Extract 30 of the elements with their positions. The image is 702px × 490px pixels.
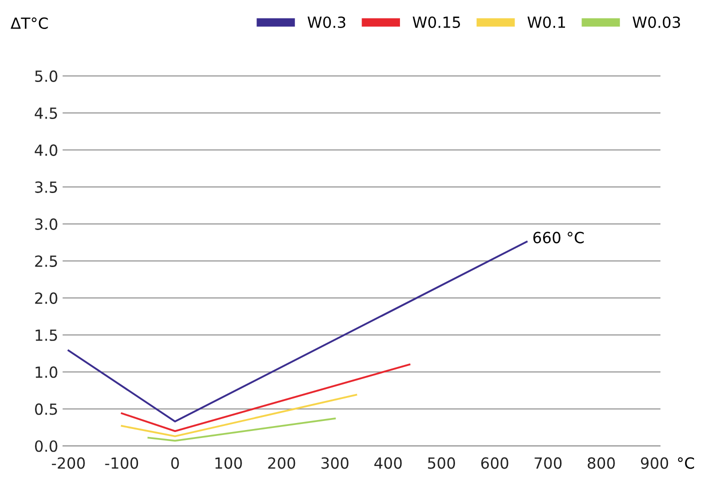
y-tick-label: 0.0 [35, 440, 58, 452]
x-tick-label: 800 [588, 457, 615, 469]
x-tick-label: 900 [640, 457, 668, 469]
y-tick-label: 1.0 [36, 366, 58, 378]
x-tick-label: 500 [428, 457, 456, 469]
y-tick-label: 4.5 [34, 108, 57, 119]
y-axis-title: ΔT°C [10, 17, 48, 29]
legend-label: W0.03 [632, 16, 680, 28]
legend-label: W0.15 [412, 16, 460, 28]
y-tick-label: 2.5 [35, 255, 57, 267]
x-tick-label: 300 [321, 457, 348, 469]
legend-label: W0.3 [308, 16, 346, 28]
y-tick-label: 3.0 [35, 218, 58, 230]
x-axis-title: °C [678, 457, 694, 469]
x-tick-label: 700 [534, 457, 562, 469]
y-tick-label: 5.0 [35, 70, 58, 82]
y-tick-label: 3.5 [35, 181, 57, 193]
x-tick-label: -200 [52, 457, 85, 469]
x-tick-label: 400 [374, 457, 402, 469]
x-tick-label: -100 [105, 457, 138, 469]
y-tick-label: 1.5 [36, 330, 57, 341]
y-tick-label: 2.0 [35, 292, 58, 304]
x-tick-label: 0 [171, 457, 179, 469]
x-tick-label: 600 [481, 457, 508, 469]
annotation: 660 °C [533, 232, 584, 244]
legend-label: W0.1 [528, 16, 566, 28]
x-tick-label: 200 [268, 457, 296, 469]
y-tick-label: 0.5 [35, 403, 57, 415]
x-tick-label: 100 [215, 457, 242, 469]
y-tick-label: 4.0 [34, 144, 58, 156]
